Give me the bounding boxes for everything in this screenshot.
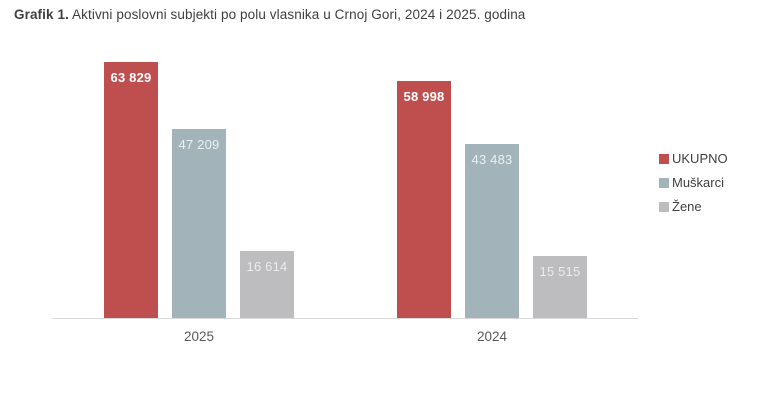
bar-zene-2024: 15 515 bbox=[533, 256, 587, 318]
legend-swatch-zene bbox=[659, 201, 669, 212]
chart-title-text: Aktivni poslovni subjekti po polu vlasni… bbox=[68, 7, 526, 22]
x-axis-label-2025: 2025 bbox=[183, 329, 215, 344]
legend-swatch-muskarci bbox=[659, 177, 669, 188]
bar-ukupno-2025: 63 829 bbox=[104, 62, 158, 318]
bar-muskarci-2024: 43 483 bbox=[465, 144, 519, 318]
bar-value-label: 47 209 bbox=[178, 137, 220, 152]
legend-label: Žene bbox=[672, 199, 702, 214]
legend-swatch-ukupno bbox=[659, 153, 669, 164]
bar-value-label: 58 998 bbox=[403, 89, 445, 104]
bar-ukupno-2024: 58 998 bbox=[397, 81, 451, 318]
bar-value-label: 63 829 bbox=[110, 70, 152, 85]
legend-item-muskarci: Muškarci bbox=[659, 175, 728, 190]
bar-value-label: 16 614 bbox=[246, 259, 288, 274]
bar-value-label: 43 483 bbox=[471, 152, 513, 167]
legend-item-ukupno: UKUPNO bbox=[659, 151, 728, 166]
legend-label: UKUPNO bbox=[672, 151, 728, 166]
bar-value-label: 15 515 bbox=[539, 264, 581, 279]
chart-title: Grafik 1. Aktivni poslovni subjekti po p… bbox=[14, 7, 525, 22]
bar-zene-2025: 16 614 bbox=[240, 251, 294, 318]
x-axis-label-2024: 2024 bbox=[476, 329, 508, 344]
x-axis-line bbox=[52, 318, 638, 319]
legend-label: Muškarci bbox=[672, 175, 725, 190]
legend-item-zene: Žene bbox=[659, 199, 728, 214]
bar-muskarci-2025: 47 209 bbox=[172, 129, 226, 318]
legend: UKUPNO Muškarci Žene bbox=[659, 151, 728, 214]
chart-title-prefix: Grafik 1. bbox=[14, 7, 69, 22]
